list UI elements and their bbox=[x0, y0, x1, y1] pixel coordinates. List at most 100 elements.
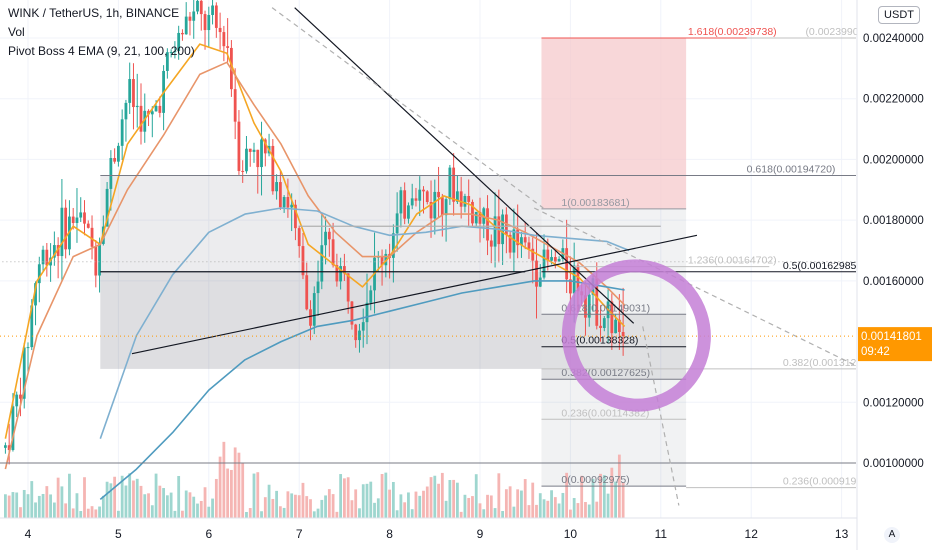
volume-bar bbox=[591, 478, 595, 518]
volume-bar bbox=[365, 483, 369, 518]
candle-body bbox=[282, 197, 286, 208]
volume-bar bbox=[350, 500, 354, 518]
candle-body bbox=[403, 190, 407, 219]
candle-body bbox=[614, 319, 617, 334]
volume-bar bbox=[553, 497, 557, 518]
volume-bar bbox=[380, 474, 384, 518]
candle-body bbox=[467, 196, 471, 202]
candle-body bbox=[474, 211, 478, 224]
volume-bar bbox=[418, 495, 422, 518]
candle-body bbox=[207, 14, 211, 31]
legend-indicator: Pivot Boss 4 EMA (9, 21, 100, 200) bbox=[8, 44, 195, 58]
candle-body bbox=[305, 275, 309, 310]
candle-body bbox=[316, 281, 320, 294]
fib-label: 0.236(0.00091986) bbox=[783, 476, 872, 488]
candle-body bbox=[294, 204, 297, 229]
volume-bar bbox=[101, 495, 105, 518]
volume-bar bbox=[41, 493, 45, 518]
candle-body bbox=[150, 111, 154, 115]
volume-bar bbox=[489, 495, 493, 518]
volume-bar bbox=[587, 504, 591, 518]
candle-body bbox=[489, 240, 493, 247]
fib-label: 1.236(0.00164702) bbox=[688, 255, 777, 267]
volume-bar bbox=[71, 508, 75, 518]
volume-bar bbox=[181, 510, 184, 518]
volume-bar bbox=[504, 489, 508, 518]
candle-body bbox=[52, 245, 56, 258]
candle-body bbox=[196, 0, 199, 12]
candle-body bbox=[369, 290, 373, 303]
volume-bar bbox=[98, 506, 101, 518]
candle-body bbox=[124, 102, 128, 120]
candle-body bbox=[523, 237, 527, 243]
volume-bar bbox=[493, 508, 497, 518]
candle-body bbox=[245, 148, 248, 172]
candle-body bbox=[331, 239, 335, 266]
candle-body bbox=[181, 32, 184, 35]
volume-bar bbox=[384, 472, 388, 518]
fib-label: 0(0.00092975) bbox=[561, 474, 629, 486]
volume-bar bbox=[369, 481, 373, 518]
volume-bar bbox=[241, 463, 245, 518]
candle-body bbox=[358, 330, 361, 341]
currency-selector-button[interactable]: USDT bbox=[878, 6, 920, 24]
auto-scale-button[interactable]: A bbox=[884, 527, 900, 543]
volume-bar bbox=[335, 511, 339, 518]
volume-bar bbox=[425, 486, 429, 518]
price-tick-label: 0.00240000 bbox=[863, 33, 924, 45]
time-tick-label: 12 bbox=[745, 527, 759, 541]
volume-bar bbox=[143, 494, 147, 518]
volume-bar bbox=[614, 481, 617, 518]
candle-body bbox=[26, 347, 30, 349]
candle-body bbox=[256, 149, 260, 168]
last-price-tag bbox=[858, 327, 932, 362]
volume-bar bbox=[162, 488, 165, 518]
candle-body bbox=[105, 188, 109, 227]
candle-body bbox=[75, 217, 79, 223]
fib-label: 0.618(0.00194720) bbox=[747, 164, 836, 176]
candle-body bbox=[425, 191, 429, 203]
candle-body bbox=[471, 201, 474, 224]
volume-bar bbox=[373, 502, 376, 518]
candle-body bbox=[154, 105, 158, 112]
candle-body bbox=[512, 229, 516, 253]
candle-body bbox=[538, 277, 542, 287]
volume-bar bbox=[192, 496, 196, 518]
time-tick-label: 11 bbox=[655, 527, 668, 541]
volume-bar bbox=[117, 510, 120, 518]
volume-bar bbox=[19, 507, 22, 518]
candle-body bbox=[158, 105, 162, 113]
candle-body bbox=[135, 105, 139, 108]
candle-body bbox=[459, 191, 463, 207]
candle-body bbox=[343, 266, 346, 274]
candle-body bbox=[252, 149, 256, 152]
time-tick-label: 7 bbox=[296, 527, 303, 541]
last-price-value: 0.00141801 bbox=[861, 331, 922, 343]
volume-bar bbox=[15, 492, 19, 518]
volume-bar bbox=[414, 491, 418, 518]
candle-body bbox=[64, 207, 68, 250]
volume-bar bbox=[459, 511, 463, 518]
volume-bar bbox=[218, 456, 222, 518]
candle-body bbox=[177, 32, 181, 52]
volume-bar bbox=[482, 509, 486, 518]
candle-body bbox=[139, 105, 143, 132]
candle-body bbox=[531, 248, 535, 261]
candle-body bbox=[214, 5, 218, 28]
candle-body bbox=[45, 249, 49, 266]
volume-bar bbox=[565, 472, 569, 518]
stop-zone bbox=[541, 38, 687, 209]
candle-body bbox=[584, 295, 587, 318]
candle-body bbox=[226, 46, 230, 48]
time-tick-label: 13 bbox=[835, 527, 849, 541]
candle-body bbox=[22, 347, 26, 399]
candle-body bbox=[410, 198, 414, 206]
candle-body bbox=[192, 11, 196, 21]
volume-bar bbox=[184, 490, 188, 518]
volume-bar bbox=[26, 494, 30, 518]
volume-bar bbox=[11, 492, 15, 518]
candle-body bbox=[19, 394, 22, 399]
candle-body bbox=[569, 279, 572, 294]
